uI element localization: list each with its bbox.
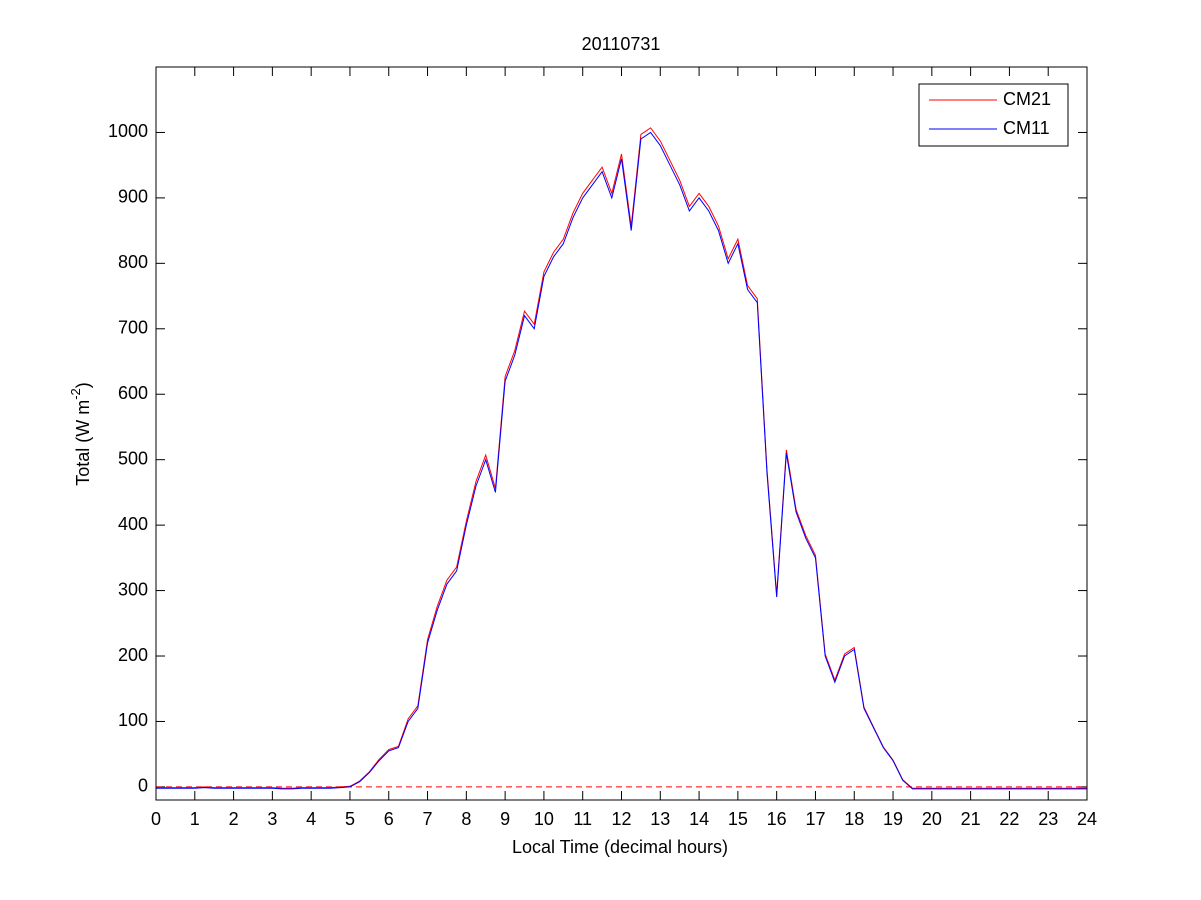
x-tick-label: 16 (767, 809, 787, 829)
x-tick-label: 14 (689, 809, 709, 829)
x-tick-label: 13 (650, 809, 670, 829)
x-tick-label: 10 (534, 809, 554, 829)
chart-title: 20110731 (582, 34, 661, 54)
y-tick-label: 500 (118, 448, 148, 468)
x-tick-label: 3 (267, 809, 277, 829)
x-tick-label: 24 (1077, 809, 1097, 829)
x-tick-label: 18 (844, 809, 864, 829)
x-tick-label: 21 (961, 809, 981, 829)
x-tick-label: 8 (461, 809, 471, 829)
y-tick-label: 0 (138, 776, 148, 796)
x-tick-label: 12 (611, 809, 631, 829)
y-label-sup: -2 (68, 388, 83, 400)
series-line (156, 131, 1087, 790)
x-tick-label: 5 (345, 809, 355, 829)
y-tick-label: 1000 (108, 121, 148, 141)
x-tick-label: 0 (151, 809, 161, 829)
y-tick-label: 800 (118, 252, 148, 272)
y-label-end: ) (73, 382, 93, 388)
y-tick-label: 200 (118, 645, 148, 665)
x-tick-label: 1 (190, 809, 200, 829)
x-tick-label: 23 (1038, 809, 1058, 829)
x-tick-label: 7 (423, 809, 433, 829)
x-tick-label: 9 (500, 809, 510, 829)
y-tick-label: 600 (118, 383, 148, 403)
x-tick-label: 2 (229, 809, 239, 829)
legend-box (918, 83, 1069, 147)
y-tick-label: 900 (118, 187, 148, 207)
series-line (156, 127, 1087, 789)
legend-label: CM21 (1003, 89, 1051, 109)
x-tick-label: 17 (805, 809, 825, 829)
y-axis-label: Total (W m-2) (68, 382, 92, 486)
y-tick-label: 300 (118, 579, 148, 599)
x-tick-label: 4 (306, 809, 316, 829)
y-tick-label: 100 (118, 710, 148, 730)
x-tick-label: 20 (922, 809, 942, 829)
plot-frame (155, 66, 1088, 801)
y-tick-label: 400 (118, 514, 148, 534)
y-tick-label: 700 (118, 318, 148, 338)
x-tick-label: 11 (573, 809, 592, 829)
legend-label: CM11 (1003, 118, 1050, 138)
x-tick-label: 19 (883, 809, 903, 829)
x-tick-label: 15 (728, 809, 748, 829)
y-label-text: Total (W m (73, 400, 93, 486)
x-tick-label: 22 (999, 809, 1019, 829)
x-tick-label: 6 (384, 809, 394, 829)
x-axis-label: Local Time (decimal hours) (512, 837, 728, 857)
